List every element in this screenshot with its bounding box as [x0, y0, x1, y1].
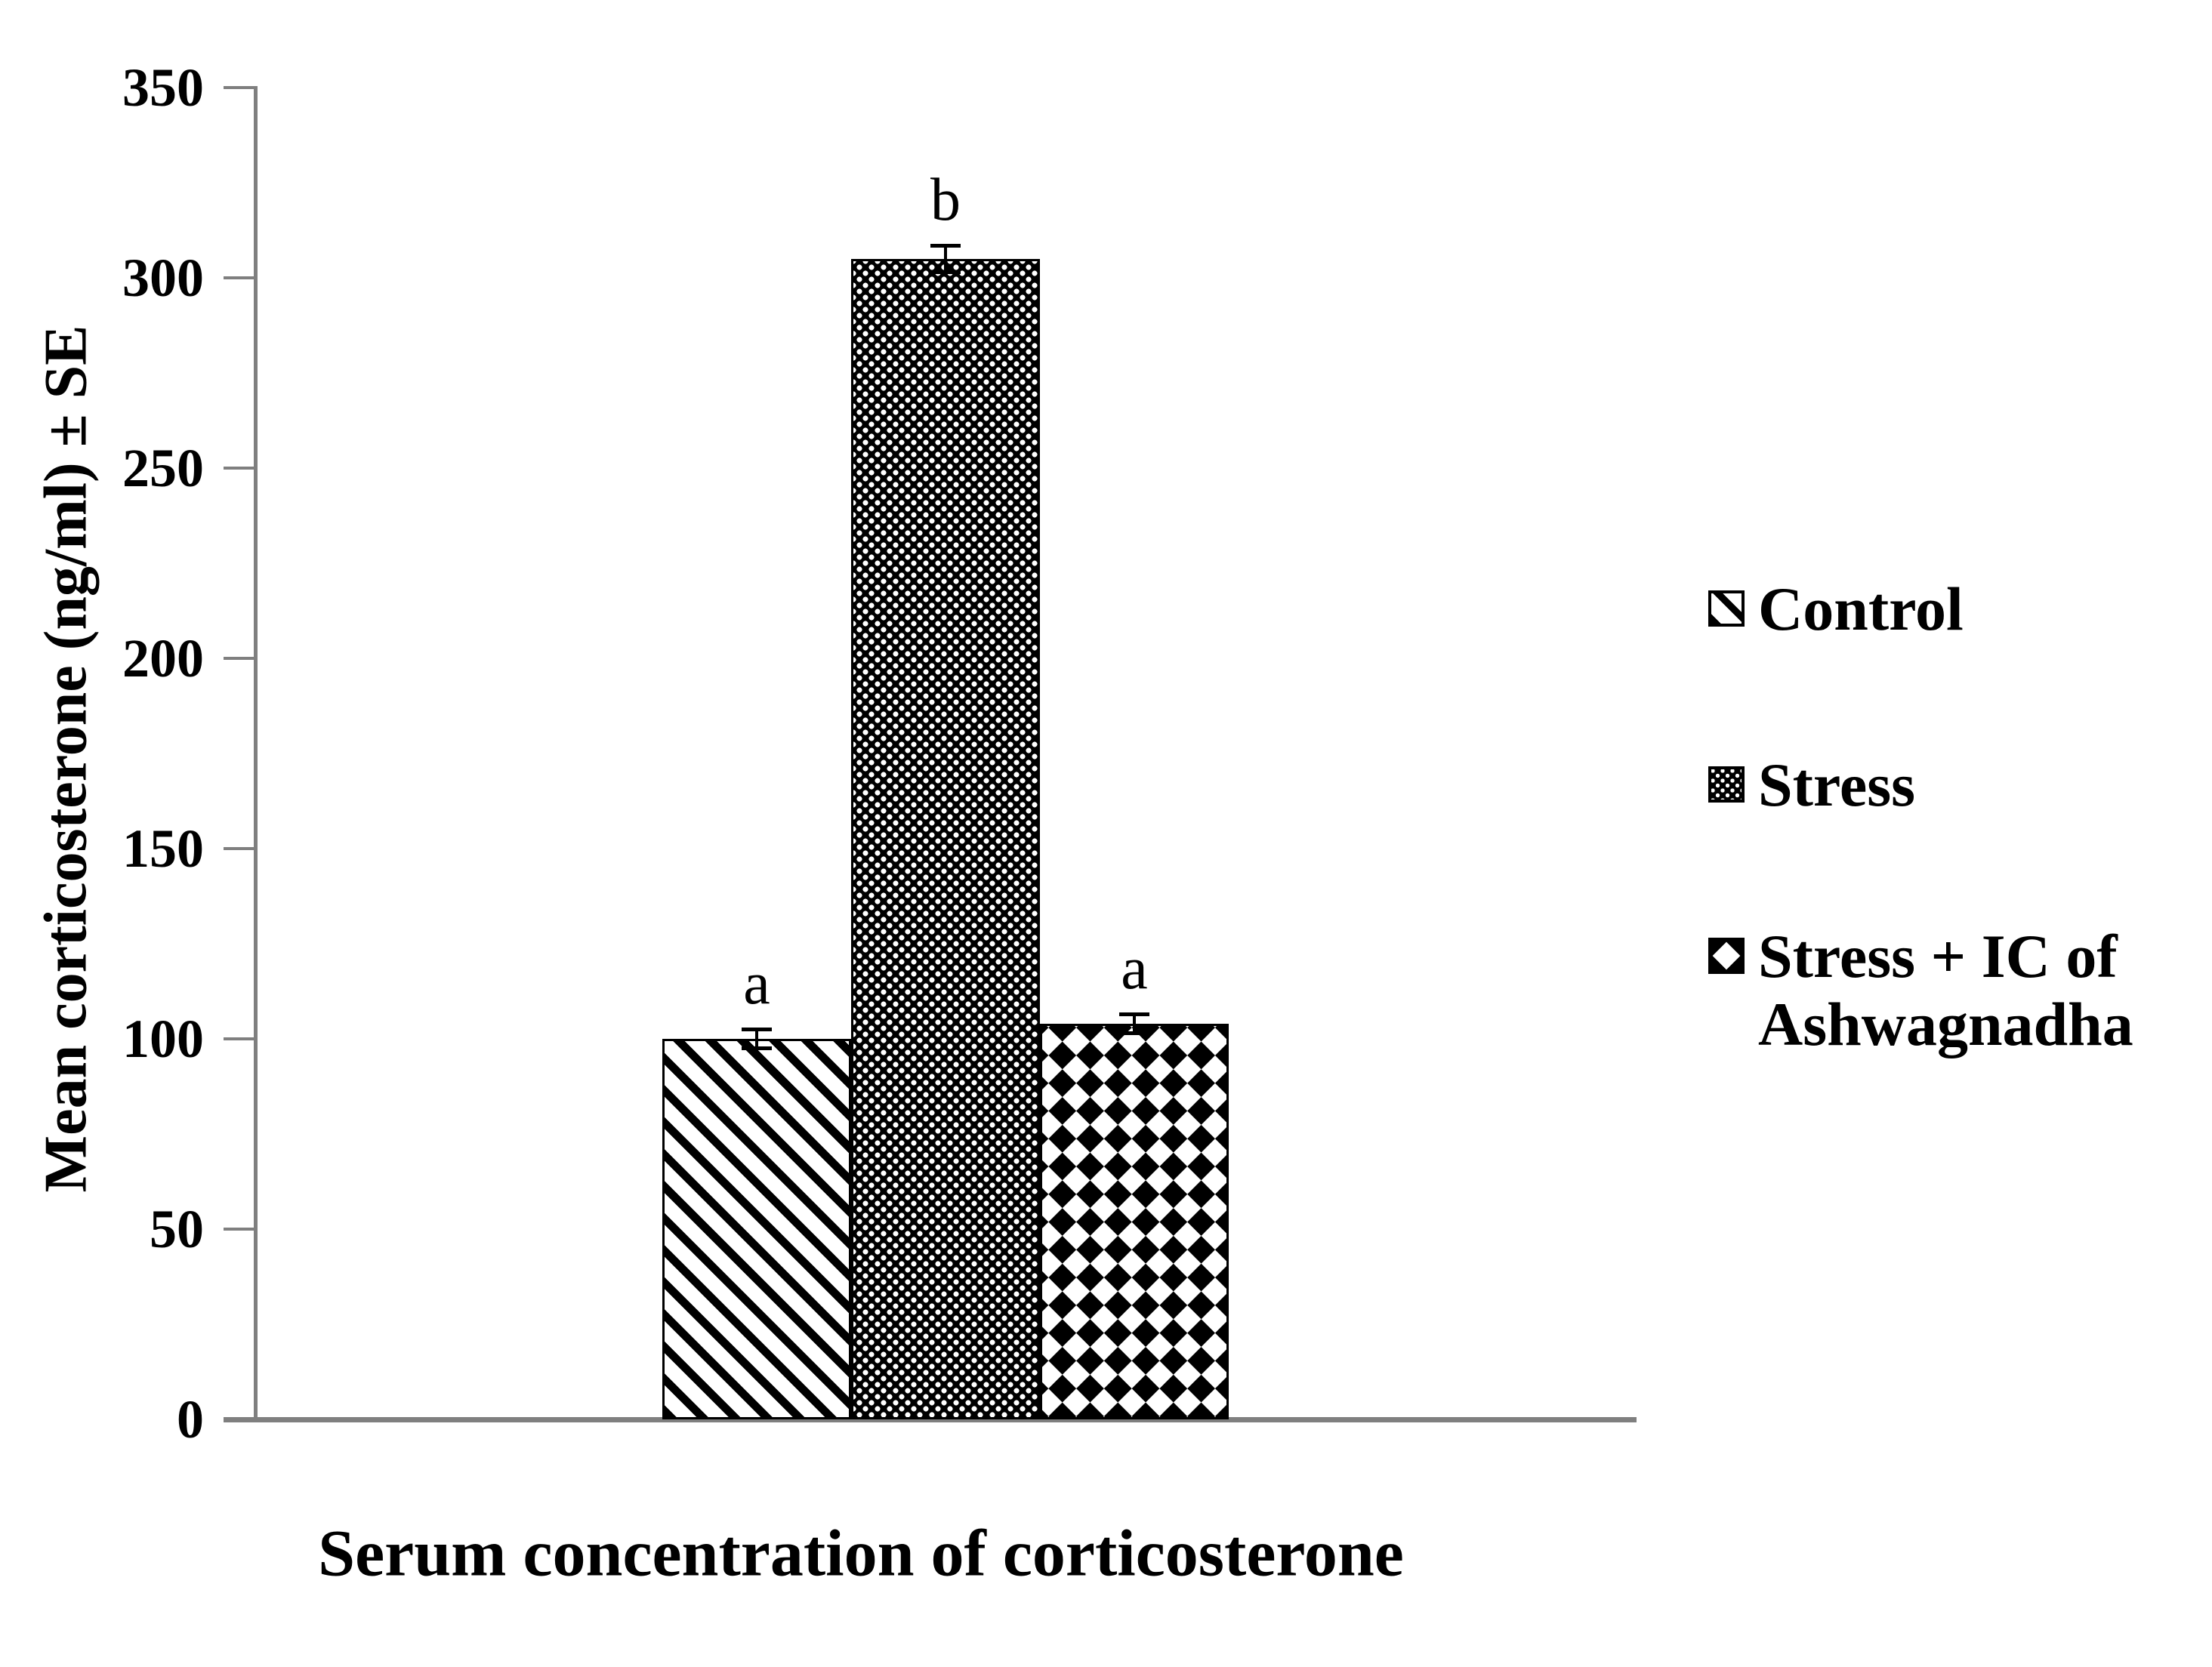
legend-item-control: Control — [1708, 575, 1964, 643]
y-tick-label: 200 — [122, 628, 204, 689]
legend-swatch-stripes-icon — [1708, 590, 1745, 627]
legend-label-stress: Stress — [1758, 750, 1916, 819]
legend-label-stress-ic-ashwagnadha: Stress + IC of Ashwagnadha — [1758, 922, 2133, 1058]
x-axis-line — [224, 1417, 1637, 1422]
x-axis-title: Serum concentration of corticosterone — [318, 1517, 1404, 1591]
legend-label-control: Control — [1758, 575, 1964, 643]
significance-label-stress-ic: a — [1121, 935, 1148, 1002]
error-line — [1133, 1012, 1136, 1035]
bar-group-stress-ic-ashwagnadha: a — [1040, 75, 1229, 1419]
legend-item-stress-ic-ashwagnadha: Stress + IC of Ashwagnadha — [1708, 923, 2212, 1058]
legend-swatch-diamond-icon — [1708, 938, 1745, 974]
y-tick-label: 0 — [177, 1389, 204, 1450]
error-cap-bottom — [742, 1046, 772, 1051]
y-tick-mark — [224, 657, 255, 660]
bar-control — [662, 1039, 851, 1419]
error-bar-stress-ic — [1119, 1012, 1149, 1035]
y-tick-label: 350 — [122, 57, 204, 118]
y-tick-mark — [224, 1228, 255, 1231]
y-tick-mark — [224, 276, 255, 279]
y-tick-mark — [224, 1037, 255, 1040]
error-line — [944, 243, 947, 274]
bar-stress-ic-ashwagnadha — [1040, 1023, 1229, 1419]
y-tick-mark — [224, 847, 255, 850]
bar-group-stress: b — [851, 75, 1040, 1419]
y-tick-label: 300 — [122, 248, 204, 308]
y-tick-mark — [224, 86, 255, 89]
y-tick-label: 50 — [150, 1199, 204, 1259]
legend-item-stress: Stress — [1708, 751, 1915, 819]
significance-label-control: a — [743, 950, 770, 1017]
y-tick-mark — [224, 467, 255, 470]
error-bar-control — [742, 1027, 772, 1051]
bar-stress — [851, 258, 1040, 1419]
y-tick-label: 150 — [122, 818, 204, 879]
y-tick-label: 250 — [122, 438, 204, 498]
error-cap-bottom — [1119, 1031, 1149, 1035]
error-cap-bottom — [930, 270, 961, 274]
y-axis-line — [254, 86, 258, 1421]
error-line — [755, 1027, 758, 1051]
significance-label-stress: b — [930, 166, 961, 233]
y-tick-label: 100 — [122, 1009, 204, 1069]
legend-swatch-dots-icon — [1708, 766, 1745, 803]
error-bar-stress — [930, 243, 961, 274]
bar-group-control: a — [662, 75, 851, 1419]
